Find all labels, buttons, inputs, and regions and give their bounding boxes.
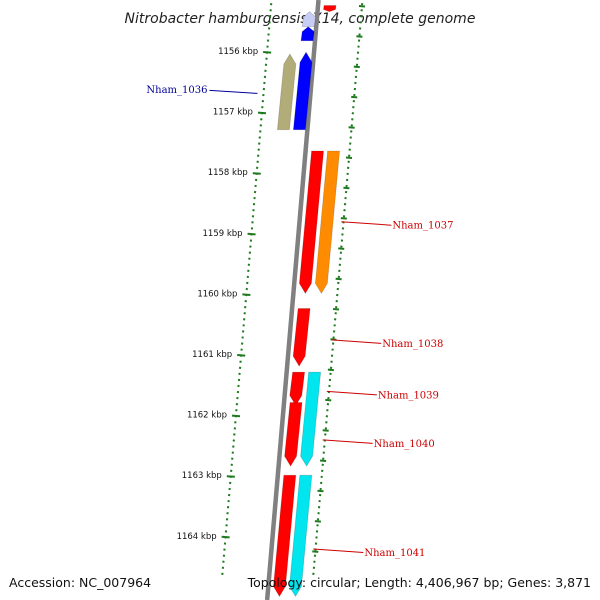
gene-outline — [301, 11, 316, 28]
gene-label-Nham_1039[interactable]: Nham_1039 — [378, 390, 439, 401]
gene-arrow-Nham_1036-olive[interactable] — [277, 54, 296, 130]
tick-dash — [353, 65, 360, 69]
gene-outline — [292, 308, 311, 367]
gene-arrow-Nham_1039[interactable] — [289, 372, 305, 406]
tick-dash — [351, 95, 358, 99]
gene-outline — [300, 371, 322, 467]
gene-arrow-Nham_1036-blue[interactable] — [293, 52, 313, 130]
label-leader — [209, 89, 258, 94]
ruler-label: 1160 kbp — [197, 289, 237, 299]
tick-dash — [338, 247, 345, 250]
accession-text: Accession: NC_007964 — [9, 575, 151, 590]
ruler-label: 1157 kbp — [213, 108, 253, 118]
gene-outline — [289, 371, 306, 407]
gene-outline — [276, 53, 297, 131]
tick-dash — [348, 126, 355, 129]
genes-layer — [273, 5, 341, 598]
gene-labels: Nham_1036 Nham_1037 Nham_1038 Nham_1039 Nham… — [146, 85, 453, 559]
tick-dash — [356, 35, 363, 38]
gene-label-Nham_1037[interactable]: Nham_1037 — [392, 221, 453, 232]
label-leader — [313, 548, 364, 553]
tick-dash — [345, 156, 353, 159]
tick-dash — [319, 459, 327, 462]
gene-outline — [298, 150, 325, 295]
tick-dash — [312, 550, 319, 553]
gene-arrow-top-red[interactable] — [323, 5, 337, 12]
gene-label-Nham_1040[interactable]: Nham_1040 — [374, 439, 435, 450]
ruler-major-tick — [231, 414, 241, 418]
backbone-line — [264, 0, 321, 600]
map-title: Nitrobacter hamburgensis X14, complete g… — [125, 11, 476, 27]
tick-dash — [327, 368, 334, 372]
ruler-major-tick — [242, 293, 251, 296]
gene-label-Nham_1038[interactable]: Nham_1038 — [382, 339, 443, 350]
label-leader — [331, 339, 382, 344]
gene-outline — [314, 150, 341, 295]
tick-dash — [325, 398, 332, 402]
gene-label-Nham_1041[interactable]: Nham_1041 — [364, 548, 425, 559]
tick-dash — [340, 217, 347, 220]
tick-dash — [358, 5, 366, 8]
gene-arrow-Nham_1038[interactable] — [293, 308, 311, 367]
gene-arrow-Nham_1040-cyan[interactable] — [300, 372, 321, 467]
tick-dash — [343, 186, 350, 190]
ruler-label: 1161 kbp — [192, 350, 232, 360]
gene-arrow-light-blue[interactable] — [302, 11, 316, 27]
gene-outline — [292, 51, 313, 131]
gene-arrow-Nham_1041-red[interactable] — [273, 475, 296, 597]
gene-arrow-blue-small[interactable] — [301, 26, 315, 41]
label-leader — [322, 439, 373, 444]
tick-dash — [317, 489, 324, 493]
ruler-major-tick — [237, 354, 246, 357]
tick-dash — [332, 308, 340, 311]
gene-arrow-Nham_1037-red[interactable] — [299, 150, 324, 294]
gene-outline — [284, 402, 303, 467]
gene-label-Nham_1036[interactable]: Nham_1036 — [146, 85, 207, 96]
label-leader — [341, 221, 392, 226]
ruler-major-tick — [226, 475, 235, 478]
tick-dash — [314, 520, 321, 523]
ruler-label: 1164 kbp — [177, 532, 217, 542]
gene-outline — [300, 26, 315, 42]
tick-dash — [335, 277, 342, 281]
kbp-ruler: 1156 kbp 1157 kbp 1158 kbp 1159 kbp 1160 kbp… — [177, 47, 272, 542]
ruler-major-tick — [247, 232, 256, 236]
ruler-major-tick — [221, 535, 230, 539]
outer-tick-ring — [312, 3, 366, 576]
tick-dash — [322, 429, 329, 432]
gene-arrow-Nham_1037-orange[interactable] — [315, 150, 340, 294]
ruler-label: 1156 kbp — [218, 47, 258, 57]
ruler-label: 1159 kbp — [203, 229, 243, 239]
ruler-major-tick — [252, 172, 261, 175]
label-leader — [326, 390, 377, 396]
ruler-label: 1162 kbp — [187, 411, 227, 421]
ruler-label: 1163 kbp — [182, 471, 222, 481]
ruler-major-tick — [257, 111, 267, 115]
gene-outline — [289, 474, 313, 598]
gene-arrow-Nham_1041-cyan[interactable] — [289, 475, 312, 597]
topology-summary: Topology: circular; Length: 4,406,967 bp… — [247, 575, 591, 590]
ruler-major-tick — [263, 51, 272, 54]
gene-arrow-Nham_1040-red[interactable] — [284, 402, 303, 467]
gene-outline — [273, 474, 297, 598]
ruler-label: 1158 kbp — [208, 168, 248, 178]
gene-outline — [323, 5, 337, 13]
backbone-layer — [264, 0, 321, 600]
